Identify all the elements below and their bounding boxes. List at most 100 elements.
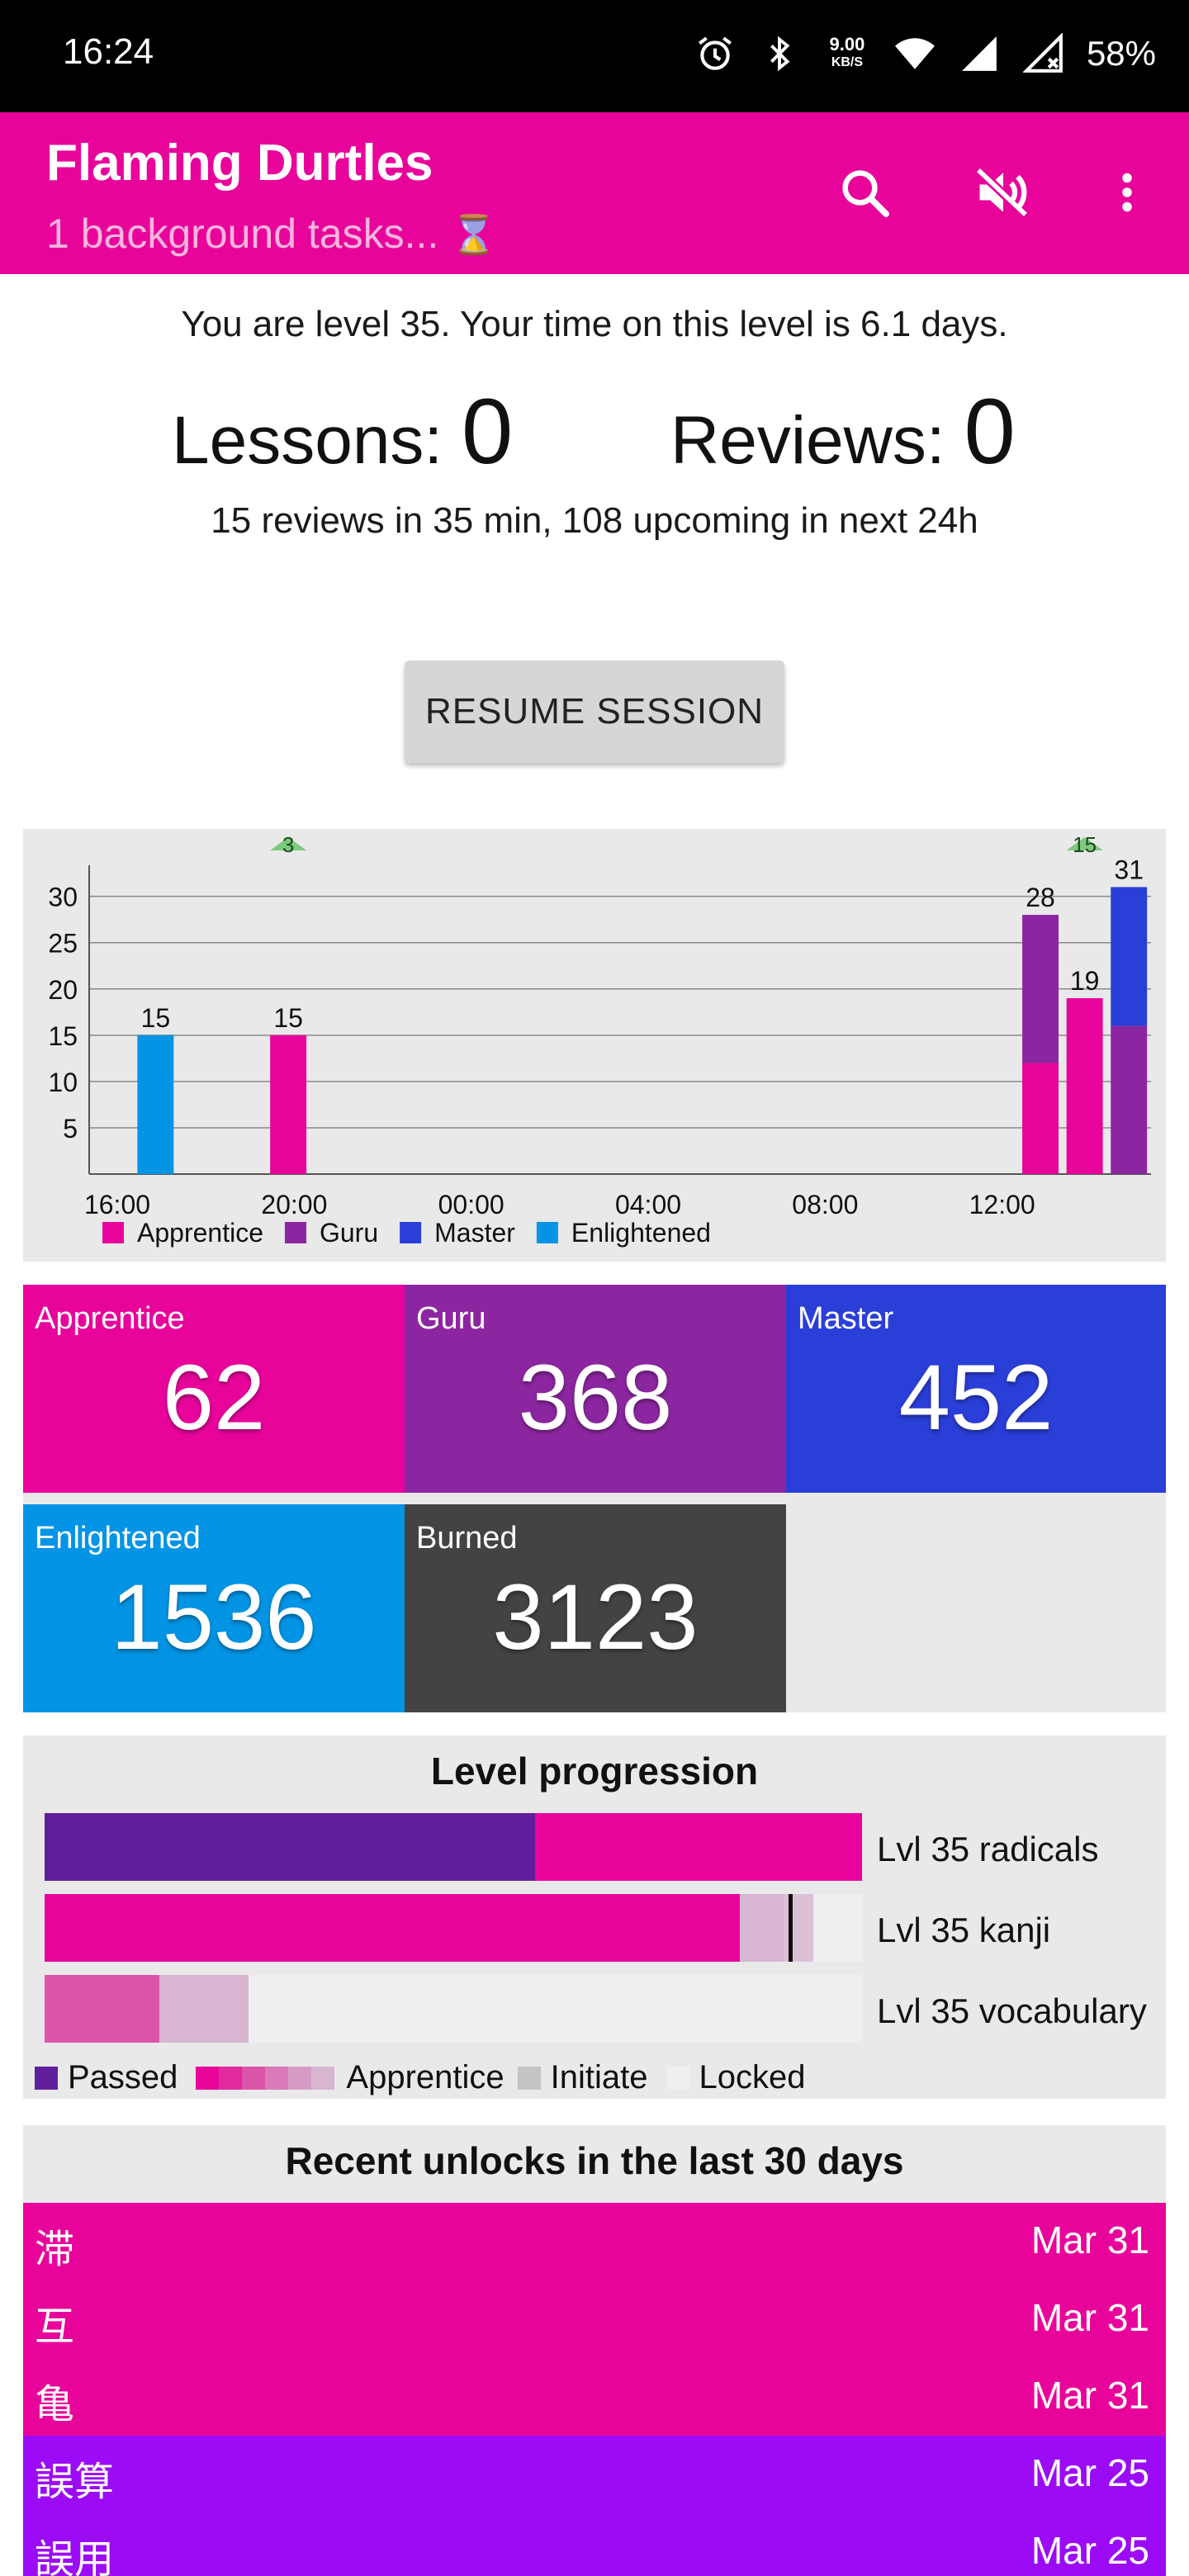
signal-no-data-icon [1022, 32, 1065, 75]
legend-ramp-step [196, 2066, 220, 2090]
level-progression-title: Level progression [430, 1750, 759, 1792]
upcoming-reviews-text: 15 reviews in 35 min, 108 upcoming in ne… [211, 500, 978, 541]
bar-total-label: 15 [141, 1003, 171, 1033]
background-tasks-text: 1 background tasks... [46, 211, 439, 257]
recent-unlocks-card: Recent unlocks in the last 30 days 滞 Mar… [23, 2125, 1166, 2576]
progression-legend: Passed Apprentice Initiate Locked [35, 2059, 806, 2096]
bluetooth-icon [758, 32, 801, 75]
net-speed-value: 9.00 [829, 34, 865, 54]
x-tick-label: 20:00 [261, 1190, 327, 1219]
unlock-character: 亀 [35, 2381, 75, 2427]
chart-bar-master [1111, 887, 1148, 1026]
legend-swatch-master [400, 1222, 422, 1243]
srs-tile-burned[interactable]: Burned 3123 [405, 1504, 786, 1712]
bar-total-label: 15 [273, 1003, 303, 1033]
bar-total-label: 28 [1026, 883, 1055, 912]
legend-label-master: Master [434, 1218, 515, 1248]
reviews-number: 0 [964, 380, 1016, 483]
tile-value: 368 [518, 1346, 673, 1449]
status-bar: 16:24 9.00 KB/S 58% [0, 0, 1189, 112]
background-tasks-status: 1 background tasks... ⌛ [46, 210, 498, 258]
progress-segment-apprentice [535, 1813, 862, 1881]
unlock-date: Mar 25 [1030, 2529, 1149, 2572]
tile-value: 62 [162, 1346, 266, 1449]
level-progression-card: Level progression Lvl 35 radicals Lvl 35… [23, 1735, 1166, 2099]
search-button[interactable] [827, 155, 902, 230]
level-up-marker-icon [270, 837, 307, 850]
unlock-character: 互 [35, 2304, 75, 2350]
reviews-count[interactable]: Reviews: 0 [670, 378, 1016, 485]
legend-swatch-apprentice [196, 2066, 335, 2090]
search-icon [842, 170, 889, 217]
lesson-review-counts: Lessons: 0 Reviews: 0 [0, 372, 1189, 487]
legend-label-initiate: Initiate [550, 2059, 648, 2095]
progress-segment-apprentice [45, 1975, 159, 2043]
status-time: 16:24 [63, 31, 154, 72]
unlock-character: 誤算 [35, 2459, 115, 2505]
unlock-character: 誤用 [35, 2536, 115, 2576]
chart-bar-apprentice [270, 1035, 307, 1174]
unlock-item[interactable]: 亀 Mar 31 [23, 2358, 1166, 2436]
unlock-date: Mar 25 [1030, 2451, 1149, 2494]
unlock-item[interactable]: 滞 Mar 31 [23, 2203, 1166, 2280]
x-tick-label: 04:00 [615, 1190, 681, 1219]
legend-swatch-apprentice [102, 1222, 124, 1243]
srs-tile-guru[interactable]: Guru 368 [405, 1285, 786, 1493]
tile-value: 3123 [492, 1565, 699, 1669]
tile-value: 452 [898, 1346, 1054, 1449]
progress-label-vocabulary: Lvl 35 vocabulary [877, 1991, 1147, 2030]
reviews-label: Reviews: [670, 403, 945, 478]
legend-label-apprentice: Apprentice [346, 2059, 504, 2095]
net-speed-unit: KB/S [831, 55, 864, 69]
progress-label-radicals: Lvl 35 radicals [877, 1830, 1099, 1868]
srs-tile-master[interactable]: Master 452 [786, 1285, 1166, 1493]
legend-ramp-step [219, 2066, 243, 2090]
chart-bar-guru [1111, 1025, 1148, 1174]
srs-tile-enlightened[interactable]: Enlightened 1536 [23, 1504, 405, 1712]
unlock-date: Mar 31 [1030, 2374, 1149, 2417]
alarm-icon [694, 32, 737, 75]
tile-label: Burned [416, 1521, 518, 1556]
srs-tile-apprentice[interactable]: Apprentice 62 [23, 1285, 405, 1493]
unlock-item[interactable]: 誤算 Mar 25 [23, 2436, 1166, 2513]
legend-label-locked: Locked [699, 2059, 806, 2095]
more-options-button[interactable] [1090, 155, 1164, 230]
level-up-marker-icon [1066, 837, 1103, 850]
tile-label: Guru [416, 1301, 486, 1336]
progress-segment-apprentice [739, 1894, 784, 1962]
net-speed-indicator: 9.00 KB/S [822, 32, 872, 75]
legend-swatch-initiate [517, 2066, 541, 2090]
x-tick-label: 08:00 [792, 1190, 858, 1219]
chart-bar-guru [1022, 915, 1059, 1063]
tile-label: Master [798, 1301, 894, 1336]
lessons-label: Lessons: [172, 403, 443, 478]
tile-label: Enlightened [35, 1521, 201, 1556]
y-tick-label: 30 [48, 883, 78, 912]
app-bar: Flaming Durtles 1 background tasks... ⌛ [0, 112, 1189, 274]
resume-session-button[interactable]: RESUME SESSION [405, 661, 784, 763]
x-tick-label: 16:00 [84, 1190, 150, 1219]
review-forecast-chart-svg: 5 10 15 20 25 30 16:00 20:00 00:00 04:00 08:00 12:0… [48, 832, 1151, 1248]
progress-segment-passed [45, 1813, 535, 1881]
progress-bar-vocabulary [45, 1975, 862, 2043]
unlock-item[interactable]: 互 Mar 31 [23, 2280, 1166, 2358]
unlock-item[interactable]: 誤用 Mar 25 [23, 2513, 1166, 2576]
y-tick-label: 15 [48, 1021, 78, 1051]
unlock-date: Mar 31 [1030, 2218, 1149, 2261]
legend-ramp-step [311, 2066, 335, 2090]
review-forecast-chart: 5 10 15 20 25 30 16:00 20:00 00:00 04:00 08:00 12:0… [23, 829, 1166, 1262]
legend-ramp-step [265, 2066, 289, 2090]
hourglass-icon: ⌛ [450, 213, 498, 256]
legend-ramp-step [288, 2066, 312, 2090]
x-tick-label: 12:00 [969, 1190, 1035, 1219]
srs-stage-tiles: Apprentice 62 Guru 368 Master 452 Enligh… [23, 1285, 1166, 1712]
tile-value: 1536 [111, 1565, 317, 1669]
progress-threshold-marker [788, 1894, 793, 1962]
progress-segment-apprentice [159, 1975, 249, 2043]
legend-swatch-enlightened [536, 1222, 558, 1243]
y-tick-label: 10 [48, 1068, 78, 1097]
mute-toggle-button[interactable] [966, 155, 1040, 230]
progress-label-kanji: Lvl 35 kanji [877, 1911, 1051, 1949]
lessons-count[interactable]: Lessons: 0 [172, 378, 513, 485]
unlock-date: Mar 31 [1030, 2296, 1149, 2339]
